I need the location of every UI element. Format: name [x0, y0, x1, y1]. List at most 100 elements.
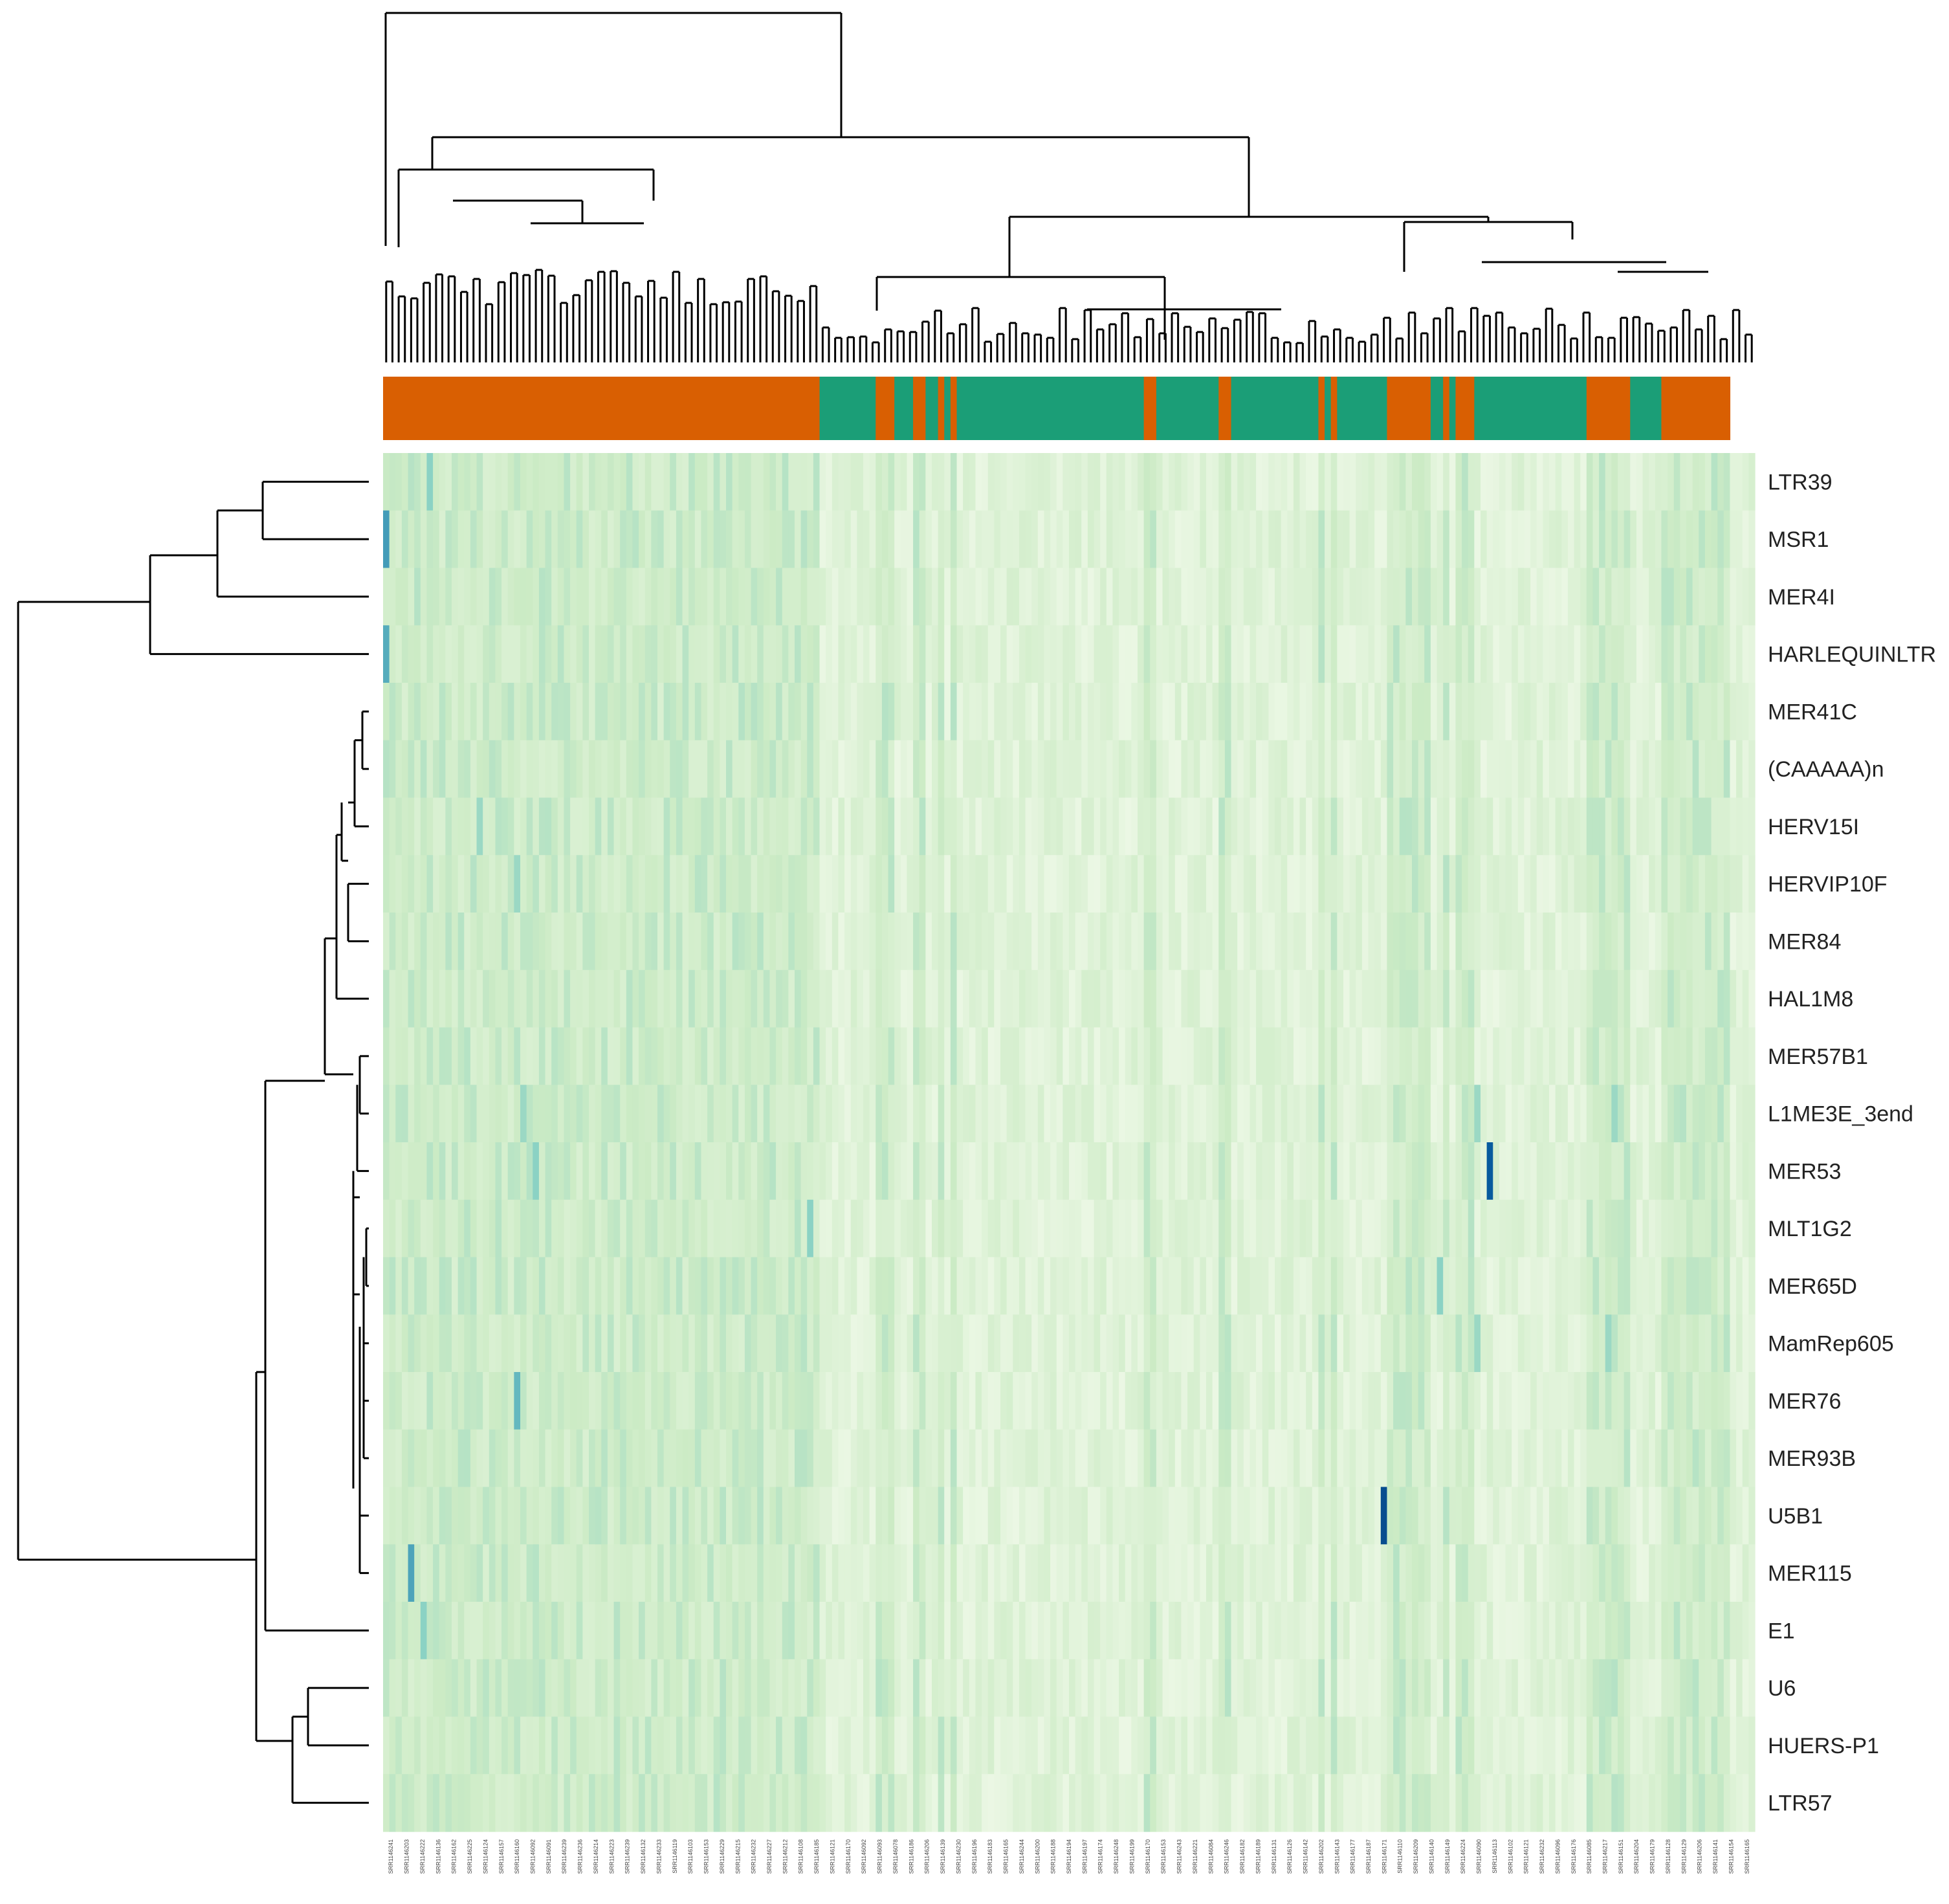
- heatmap-cell: [857, 1199, 864, 1258]
- heatmap-cell: [501, 1544, 509, 1602]
- heatmap-cell: [1281, 855, 1288, 913]
- heatmap-cell: [751, 913, 758, 971]
- heatmap-cell: [533, 1372, 540, 1430]
- heatmap-cell: [651, 1487, 658, 1545]
- heatmap-cell: [800, 1774, 808, 1832]
- heatmap-cell: [520, 568, 527, 626]
- heatmap-cell: [1212, 969, 1219, 1028]
- heatmap-cell: [894, 1602, 901, 1660]
- heatmap-cell: [869, 1199, 876, 1258]
- heatmap-cell: [1474, 1027, 1481, 1085]
- heatmap-cell: [1174, 568, 1182, 626]
- heatmap-cell: [1318, 1544, 1325, 1602]
- heatmap-cell: [975, 453, 982, 511]
- heatmap-cell: [383, 969, 390, 1028]
- heatmap-cell: [501, 1314, 509, 1373]
- heatmap-cell: [1237, 1372, 1244, 1430]
- heatmap-cell: [1281, 683, 1288, 741]
- heatmap-cell: [1056, 1314, 1063, 1373]
- heatmap-cell: [526, 625, 533, 683]
- heatmap-cell: [551, 1085, 558, 1143]
- heatmap-cell: [1174, 1544, 1182, 1602]
- heatmap-cell: [651, 1199, 658, 1258]
- heatmap-cell: [682, 1314, 689, 1373]
- heatmap-cell: [857, 797, 864, 856]
- heatmap-cell: [925, 1602, 932, 1660]
- heatmap-cell: [950, 1659, 958, 1718]
- group-bar-segment: [1318, 377, 1325, 440]
- heatmap-cell: [507, 1544, 514, 1602]
- heatmap-cell: [1013, 969, 1020, 1028]
- heatmap-cell: [1094, 969, 1101, 1028]
- heatmap-cell: [1361, 1257, 1369, 1315]
- heatmap-cell: [1268, 969, 1275, 1028]
- heatmap-cell: [857, 1487, 864, 1545]
- heatmap-cell: [1224, 1774, 1232, 1832]
- heatmap-cell: [383, 855, 390, 913]
- heatmap-cell: [613, 1659, 621, 1718]
- heatmap-cell: [994, 1544, 1001, 1602]
- heatmap-cell: [1524, 1027, 1531, 1085]
- heatmap-cell: [1125, 797, 1132, 856]
- heatmap-cell: [1468, 797, 1475, 856]
- heatmap-cell: [1087, 797, 1095, 856]
- heatmap-cell: [1112, 1659, 1119, 1718]
- heatmap-cell: [1368, 740, 1375, 799]
- heatmap-cell: [1343, 510, 1350, 569]
- heatmap-cell: [907, 683, 914, 741]
- heatmap-cell: [545, 1314, 552, 1373]
- heatmap-cell: [1069, 1429, 1076, 1488]
- heatmap-cell: [1486, 1372, 1493, 1430]
- heatmap-cell: [913, 1314, 920, 1373]
- heatmap-cell: [788, 1774, 795, 1832]
- heatmap-cell: [1281, 1774, 1288, 1832]
- heatmap-cell: [1224, 1372, 1232, 1430]
- heatmap-cell: [819, 855, 826, 913]
- heatmap-cell: [1056, 969, 1063, 1028]
- heatmap-cell: [526, 1372, 533, 1430]
- heatmap-cell: [1330, 1429, 1338, 1488]
- heatmap-cell: [863, 969, 870, 1028]
- heatmap-cell: [1493, 683, 1500, 741]
- heatmap-cell: [644, 1487, 652, 1545]
- heatmap-cell: [1131, 1602, 1138, 1660]
- heatmap-cell: [863, 913, 870, 971]
- heatmap-cell: [1468, 568, 1475, 626]
- heatmap-cell: [408, 740, 415, 799]
- heatmap-cell: [1106, 1257, 1114, 1315]
- heatmap-cell: [1287, 1716, 1294, 1775]
- heatmap-cell: [557, 1257, 565, 1315]
- heatmap-cell: [913, 1659, 920, 1718]
- heatmap-cell: [1131, 683, 1138, 741]
- heatmap-cell: [782, 855, 789, 913]
- heatmap-cell: [464, 1027, 471, 1085]
- heatmap-cell: [1524, 625, 1531, 683]
- heatmap-cell: [969, 1487, 976, 1545]
- heatmap-cell: [1393, 1716, 1400, 1775]
- heatmap-cell: [769, 625, 776, 683]
- heatmap-cell: [694, 1314, 702, 1373]
- heatmap-cell: [1549, 568, 1556, 626]
- heatmap-cell: [670, 1142, 677, 1201]
- heatmap-cell: [501, 797, 509, 856]
- heatmap-cell: [576, 1429, 583, 1488]
- heatmap-cell: [1037, 625, 1045, 683]
- heatmap-cell: [900, 913, 908, 971]
- heatmap-cell: [570, 797, 577, 856]
- heatmap-cell: [944, 740, 951, 799]
- heatmap-cell: [1268, 797, 1275, 856]
- heatmap-cell: [626, 1314, 633, 1373]
- heatmap-cell: [1281, 1544, 1288, 1602]
- heatmap-cell: [533, 453, 540, 511]
- heatmap-cell: [1119, 1085, 1126, 1143]
- heatmap-cell: [907, 568, 914, 626]
- heatmap-cell: [982, 1142, 989, 1201]
- heatmap-cell: [757, 1085, 764, 1143]
- heatmap-cell: [457, 1716, 465, 1775]
- heatmap-cell: [1356, 855, 1363, 913]
- heatmap-cell: [1325, 1602, 1332, 1660]
- heatmap-cell: [1287, 855, 1294, 913]
- heatmap-cell: [439, 625, 446, 683]
- heatmap-cell: [819, 1085, 826, 1143]
- heatmap-cell: [1449, 1142, 1457, 1201]
